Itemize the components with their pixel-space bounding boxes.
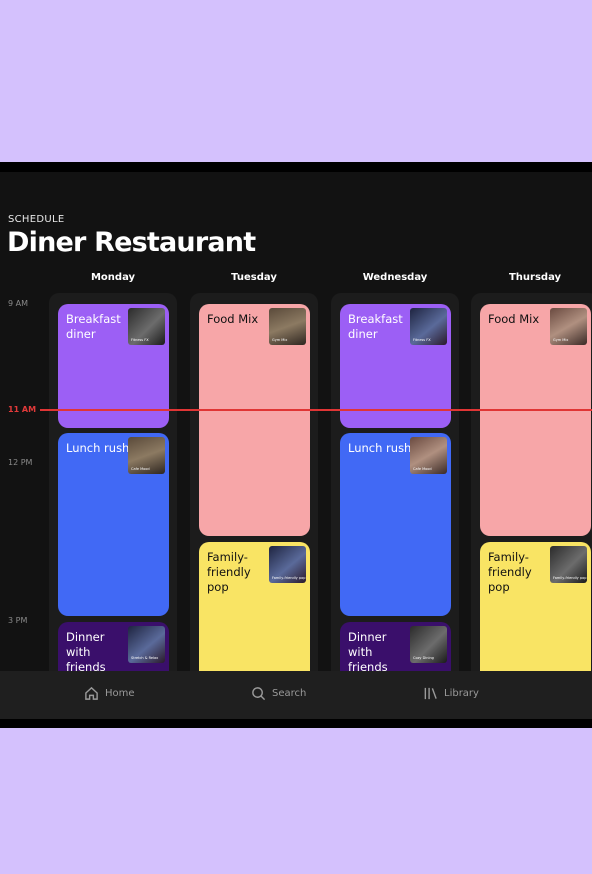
schedule-card[interactable]: Food Mix Gym Mix: [480, 304, 591, 536]
playlist-thumbnail: Family-friendly pop: [550, 546, 587, 583]
playlist-thumbnail: Gym Mix: [550, 308, 587, 345]
card-title: Food Mix: [207, 312, 259, 326]
day-column-tuesday: Food Mix Gym Mix Family-friendly pop Fam…: [190, 293, 318, 713]
card-title: Dinner with friends: [348, 630, 388, 674]
bottom-navigation: Home Search Library: [0, 671, 592, 719]
card-title: Lunch rush: [348, 441, 412, 455]
time-label-current: 11 AM: [8, 405, 37, 414]
library-icon: [424, 687, 437, 700]
day-column-wednesday: Breakfast diner Fitness FX Lunch rush Ca…: [331, 293, 459, 713]
thumbnail-caption: Family-friendly pop: [272, 576, 306, 580]
nav-search[interactable]: Search: [251, 686, 306, 701]
schedule-eyebrow: SCHEDULE: [8, 214, 65, 225]
thumbnail-caption: Cafe Mood: [131, 467, 150, 471]
time-label-12pm: 12 PM: [8, 458, 33, 467]
nav-library-label: Library: [444, 688, 479, 699]
playlist-thumbnail: Fitness FX: [410, 308, 447, 345]
day-column-monday: Breakfast diner Fitness FX Lunch rush Ca…: [49, 293, 177, 713]
thumbnail-caption: Cozy Dining: [413, 656, 434, 660]
nav-library[interactable]: Library: [423, 686, 479, 701]
day-column-thursday: Food Mix Gym Mix Family-friendly pop Fam…: [471, 293, 592, 713]
card-title: Lunch rush: [66, 441, 130, 455]
schedule-card[interactable]: Lunch rush Cafe Mood: [340, 433, 451, 616]
card-title: Breakfast diner: [66, 312, 121, 341]
thumbnail-caption: Fitness FX: [131, 338, 149, 342]
playlist-thumbnail: Family-friendly pop: [269, 546, 306, 583]
playlist-thumbnail: Cozy Dining: [410, 626, 447, 663]
thumbnail-caption: Fitness FX: [413, 338, 431, 342]
card-title: Breakfast diner: [348, 312, 403, 341]
schedule-card[interactable]: Lunch rush Cafe Mood: [58, 433, 169, 616]
time-label-9am: 9 AM: [8, 299, 29, 308]
playlist-thumbnail: Fitness FX: [128, 308, 165, 345]
nav-home-label: Home: [105, 688, 135, 699]
day-header-monday: Monday: [90, 272, 136, 283]
thumbnail-caption: Stretch & Relax: [131, 656, 159, 660]
tablet-frame: SCHEDULE Diner Restaurant Monday Tuesday…: [0, 162, 592, 728]
card-title: Dinner with friends: [66, 630, 106, 674]
nav-search-label: Search: [272, 688, 307, 699]
card-title: Family-friendly pop: [488, 550, 532, 594]
thumbnail-caption: Gym Mix: [272, 338, 288, 342]
day-header-tuesday: Tuesday: [231, 272, 277, 283]
search-icon: [252, 687, 266, 701]
playlist-thumbnail: Cafe Mood: [128, 437, 165, 474]
thumbnail-caption: Cafe Mood: [413, 467, 432, 471]
card-title: Food Mix: [488, 312, 540, 326]
playlist-thumbnail: Stretch & Relax: [128, 626, 165, 663]
current-time-indicator: [40, 409, 592, 411]
home-icon: [85, 686, 98, 700]
playlist-thumbnail: Cafe Mood: [410, 437, 447, 474]
day-header-wednesday: Wednesday: [362, 272, 428, 283]
thumbnail-caption: Gym Mix: [553, 338, 569, 342]
schedule-card[interactable]: Breakfast diner Fitness FX: [340, 304, 451, 428]
day-header-thursday: Thursday: [508, 272, 562, 283]
time-label-3pm: 3 PM: [8, 616, 28, 625]
schedule-card[interactable]: Food Mix Gym Mix: [199, 304, 310, 536]
thumbnail-caption: Family-friendly pop: [553, 576, 587, 580]
schedule-card[interactable]: Breakfast diner Fitness FX: [58, 304, 169, 428]
page-title: Diner Restaurant: [7, 227, 256, 258]
nav-home[interactable]: Home: [84, 686, 135, 701]
playlist-thumbnail: Gym Mix: [269, 308, 306, 345]
card-title: Family-friendly pop: [207, 550, 251, 594]
schedule-screen: SCHEDULE Diner Restaurant Monday Tuesday…: [0, 172, 592, 719]
